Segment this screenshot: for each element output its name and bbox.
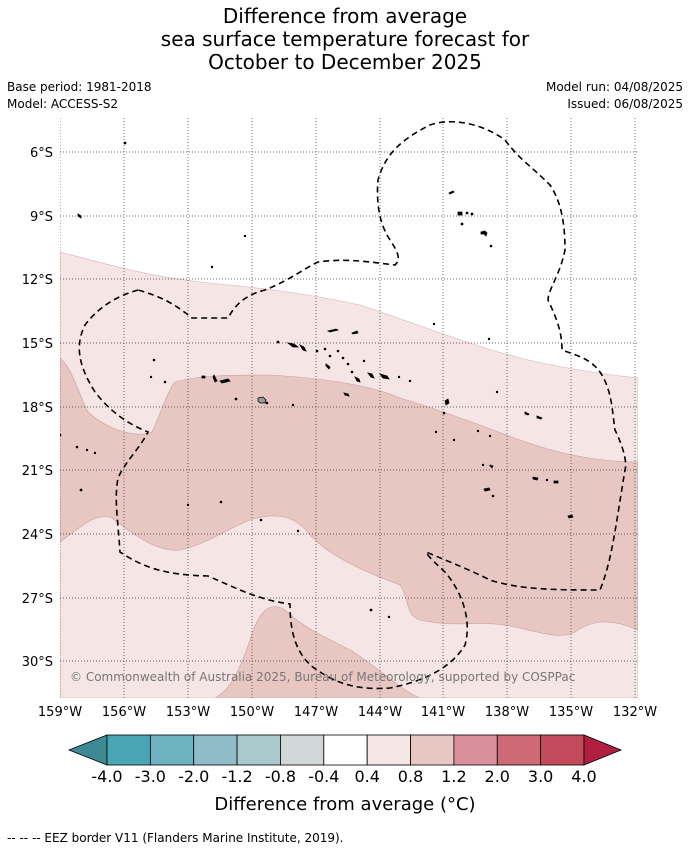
colorbar-tick-label: 0.8	[397, 767, 424, 786]
colorbar-tick-label: 2.0	[484, 767, 510, 786]
anomaly-fill	[60, 118, 638, 698]
lat-label: 18°S	[22, 401, 53, 416]
issued-date: Issued: 06/08/2025	[567, 97, 683, 111]
colorbar-swatch	[236, 734, 281, 766]
latitude-labels: 6°S 9°S 12°S 15°S 18°S 21°S 24°S 27°S 30…	[22, 146, 53, 670]
lat-label: 6°S	[30, 146, 53, 161]
colorbar-title: Difference from average (°C)	[214, 794, 476, 815]
lon-label: 141°W	[421, 705, 465, 720]
base-period: Base period: 1981-2018	[7, 80, 152, 94]
lon-label: 135°W	[549, 705, 593, 720]
colorbar-extend-low	[67, 734, 108, 766]
colorbar-tick-label: 1.2	[441, 767, 467, 786]
colorbar-swatch	[280, 734, 325, 766]
lat-label: 9°S	[30, 210, 53, 225]
colorbar-swatch	[366, 734, 411, 766]
lat-label: 12°S	[22, 273, 53, 288]
contour-band-lower	[60, 515, 638, 698]
colorbar-tick-label: -3.0	[134, 767, 166, 786]
title-line-2: sea surface temperature forecast for	[160, 27, 530, 51]
lon-label: 156°W	[102, 705, 146, 720]
colorbar-tick-label: 4.0	[571, 767, 597, 786]
model-name: Model: ACCESS-S2	[7, 97, 119, 111]
lon-label: 150°W	[230, 705, 274, 720]
colorbar-swatch	[540, 734, 585, 766]
colorbar-swatch	[453, 734, 498, 766]
lon-label: 147°W	[294, 705, 338, 720]
colorbar-swatch	[193, 734, 238, 766]
colorbar-swatch	[106, 734, 151, 766]
longitude-labels: 159°W 156°W 153°W 150°W 147°W 144°W 141°…	[38, 705, 657, 720]
colorbar-tick-label: -4.0	[91, 767, 123, 786]
lat-label: 30°S	[22, 655, 53, 670]
lat-label: 15°S	[22, 337, 53, 352]
colorbar-swatch	[323, 734, 368, 766]
copyright-notice: © Commonwealth of Australia 2025, Bureau…	[70, 670, 575, 684]
title-line-1: Difference from average	[222, 4, 468, 28]
lon-label: 132°W	[613, 705, 657, 720]
colorbar-tick-label: -1.2	[221, 767, 253, 786]
lon-label: 159°W	[38, 705, 82, 720]
lat-label: 24°S	[22, 528, 53, 543]
model-run: Model run: 04/08/2025	[545, 80, 683, 94]
islands	[60, 141, 574, 619]
colorbar-swatch	[410, 734, 455, 766]
lat-label: 27°S	[22, 592, 53, 607]
colorbar-tick-label: 0.4	[354, 767, 380, 786]
colorbar-tick-label: -2.0	[178, 767, 210, 786]
colorbar-tick-label: -0.8	[264, 767, 297, 786]
lon-label: 153°W	[166, 705, 210, 720]
lat-label: 21°S	[22, 464, 53, 479]
eez-legend-note: -- -- -- EEZ border V11 (Flanders Marine…	[7, 831, 344, 845]
lon-label: 144°W	[358, 705, 402, 720]
colorbar	[67, 734, 623, 766]
lon-label: 138°W	[485, 705, 529, 720]
graticule	[60, 118, 638, 698]
colorbar-swatch	[496, 734, 542, 766]
colorbar-swatch	[149, 734, 195, 766]
colorbar-tick-label: -0.4	[308, 767, 340, 786]
title-line-3: October to December 2025	[208, 50, 482, 74]
colorbar-tick-label: 3.0	[527, 767, 554, 786]
colorbar-extend-high	[583, 734, 623, 766]
eez-borders	[78, 120, 627, 690]
